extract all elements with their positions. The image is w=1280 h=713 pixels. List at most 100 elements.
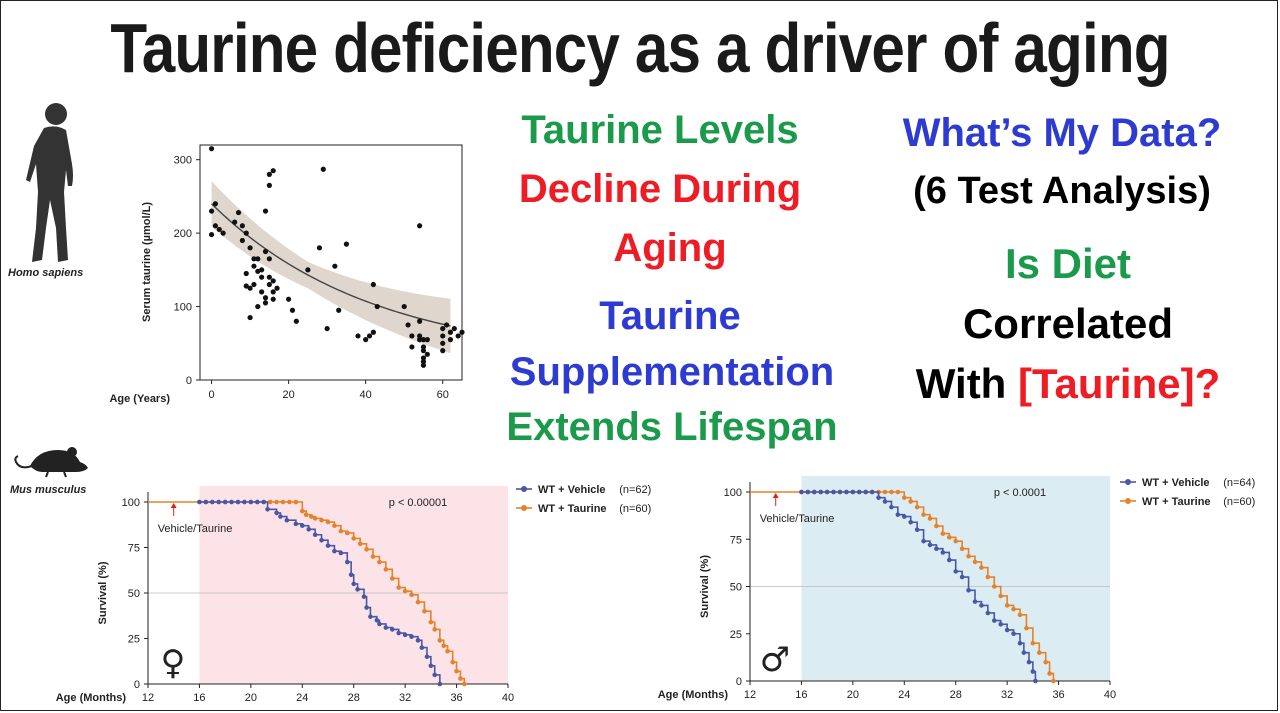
survival-point-vehicle [396,630,402,636]
right-line-5-highlight: [Taurine]? [1018,360,1221,407]
survival-point-taurine [409,592,414,598]
survival-point-vehicle [991,618,997,623]
survival-point-vehicle [895,512,901,517]
survival-point-vehicle [946,557,952,563]
x-axis-title: Age (Months) [56,692,127,704]
y-tick-label: 0 [134,679,140,691]
scatter-point [247,285,253,291]
scatter-point [440,333,446,339]
survival-point-taurine [1030,640,1036,646]
survival-point-taurine [287,499,292,505]
scatter-point [255,256,261,262]
survival-point-vehicle [1026,659,1032,665]
survival-point-vehicle [914,527,920,533]
scatter-point [208,208,215,214]
y-axis-title: Survival (%) [699,555,711,618]
x-tick-label: 0 [208,389,214,401]
survival-point-taurine [934,523,939,529]
scatter-point [270,296,276,302]
scatter-point [266,281,272,288]
survival-point-taurine [308,514,314,519]
survival-point-vehicle [319,537,324,543]
scatter-point [455,333,461,339]
survival-point-vehicle [383,625,389,630]
survival-point-taurine [344,530,350,536]
treatment-annotation: Vehicle/Taurine [760,513,835,525]
scatter-point [409,344,415,350]
scatter-point [266,171,272,177]
survival-point-vehicle [306,527,312,532]
survival-point-vehicle [415,638,421,643]
legend-count-taurine: (n=60) [1223,496,1255,508]
survival-point-vehicle [1021,650,1027,655]
survival-point-vehicle [979,603,984,608]
survival-point-taurine [299,508,305,514]
middle-line-6: Extends Lifespan [506,405,838,449]
scatter-point [420,359,427,365]
survival-line-taurine [199,501,466,684]
x-tick-label: 32 [399,692,411,704]
scatter-point [409,333,415,339]
survival-point-taurine [946,535,952,540]
y-tick-label: 0 [186,375,192,387]
survival-point-taurine [338,528,344,534]
scatter-point [336,307,342,313]
survival-point-vehicle [1017,640,1023,646]
human-species-label: Homo sapiens [8,267,83,279]
scatter-point [216,226,222,233]
survival-point-vehicle [389,627,395,632]
survival-point-taurine [402,588,408,594]
survival-point-vehicle [959,574,965,580]
scatter-point [420,344,427,350]
x-axis-title: Age (Months) [658,689,729,701]
sex-symbol-box [154,642,192,682]
survival-point-taurine [979,565,984,570]
survival-point-taurine [303,512,309,518]
scatter-point [459,329,465,335]
survival-point-vehicle [293,521,299,527]
survival-point-taurine [959,546,965,551]
plot-background [801,476,1110,681]
legend-swatch-dot [1125,479,1131,485]
survival-point-vehicle [844,489,849,495]
scatter-point [370,329,376,335]
survival-point-vehicle [1033,678,1038,684]
survival-point-vehicle [863,489,869,495]
p-value-label: p < 0.0001 [994,487,1046,499]
survival-point-vehicle [1030,669,1036,674]
x-tick-label: 20 [847,689,859,701]
survival-point-vehicle [278,514,283,519]
middle-line-5: Supplementation [509,350,835,394]
legend-label-vehicle: WT + Vehicle [1142,477,1210,489]
survival-point-vehicle [428,663,434,669]
survival-point-vehicle [265,506,270,512]
survival-point-taurine [370,554,376,559]
scatter-point [251,256,257,262]
x-tick-label: 12 [744,689,756,701]
x-tick-label: 40 [502,692,514,704]
survival-point-vehicle [377,621,382,627]
x-tick-label: 16 [795,689,807,701]
survival-point-vehicle [437,681,443,687]
mouse-species-label: Mus musculus [10,484,86,496]
survival-point-vehicle [299,523,305,528]
scatter-point [243,270,249,277]
survival-point-vehicle [850,489,856,495]
survival-point-taurine [461,681,467,687]
survival-point-vehicle [921,538,926,544]
human-silhouette-icon [26,103,73,263]
scatter-point [208,146,215,152]
scatter-point [370,281,376,288]
survival-point-vehicle [355,587,360,592]
p-value-label: p < 0.00001 [389,497,447,509]
survival-point-vehicle [368,614,373,619]
survival-point-vehicle [229,499,234,505]
scatter-point [212,201,219,207]
survival-point-vehicle [818,489,824,495]
x-tick-label: 36 [450,692,462,704]
survival-point-vehicle [361,594,367,599]
survival-point-vehicle [805,489,811,495]
scatter-point [239,223,245,229]
survival-point-taurine [1047,671,1052,676]
